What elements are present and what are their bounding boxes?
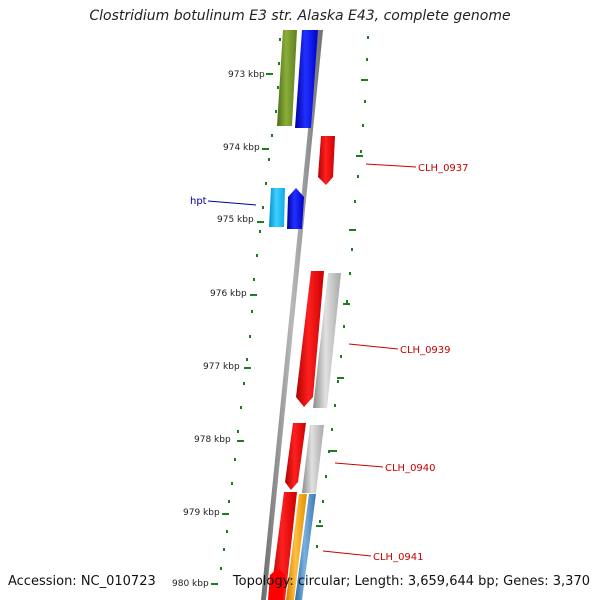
tick-label: 978 kbp — [194, 435, 231, 445]
cds-blue-block[interactable] — [295, 30, 318, 128]
gene-label-hpt[interactable]: hpt — [190, 196, 207, 207]
gene-label-clh-0941[interactable]: CLH_0941 — [373, 552, 424, 563]
outer-tick-marks — [316, 79, 368, 527]
inner-dotted-track — [220, 38, 281, 570]
cds-gray-block-2[interactable] — [302, 425, 324, 493]
genome-backbone — [261, 30, 323, 600]
gene-features — [268, 30, 341, 600]
inner-tick-marks — [211, 73, 273, 585]
tick-label: 975 kbp — [217, 215, 254, 225]
cds-cyan-block[interactable] — [269, 188, 285, 227]
tick-label: 977 kbp — [203, 362, 240, 372]
gene-label-clh-0940[interactable]: CLH_0940 — [385, 463, 436, 474]
cds-red-arrow-bottom[interactable] — [268, 568, 285, 600]
tick-label: 974 kbp — [223, 143, 260, 153]
gene-clh-0940-shape[interactable] — [285, 423, 306, 490]
gene-label-lines — [207, 163, 417, 557]
gene-labels: CLH_0937 hpt CLH_0939 CLH_0940 CLH_0941 — [190, 163, 469, 563]
tick-label: 973 kbp — [228, 70, 265, 80]
gene-clh-0939-shape[interactable] — [296, 271, 324, 407]
outer-dotted-track — [316, 36, 369, 548]
gene-clh-0937-shape[interactable] — [318, 136, 335, 185]
gene-label-clh-0937[interactable]: CLH_0937 — [418, 163, 469, 174]
tick-labels: 973 kbp 974 kbp 975 kbp 976 kbp 977 kbp … — [172, 70, 265, 589]
cds-orange-block[interactable] — [286, 494, 307, 600]
cds-olive-block[interactable] — [277, 30, 297, 126]
gene-hpt-shape[interactable] — [287, 188, 304, 229]
cds-gray-block-1[interactable] — [313, 273, 341, 408]
accession-text: Accession: NC_010723 — [8, 574, 156, 589]
tick-label: 980 kbp — [172, 579, 209, 589]
genome-stats-text: Topology: circular; Length: 3,659,644 bp… — [232, 574, 590, 589]
cds-steelblue-block[interactable] — [295, 494, 316, 600]
gene-label-clh-0939[interactable]: CLH_0939 — [400, 345, 451, 356]
tick-label: 976 kbp — [210, 289, 247, 299]
tick-label: 979 kbp — [183, 508, 220, 518]
page-title: Clostridium botulinum E3 str. Alaska E43… — [89, 8, 511, 24]
